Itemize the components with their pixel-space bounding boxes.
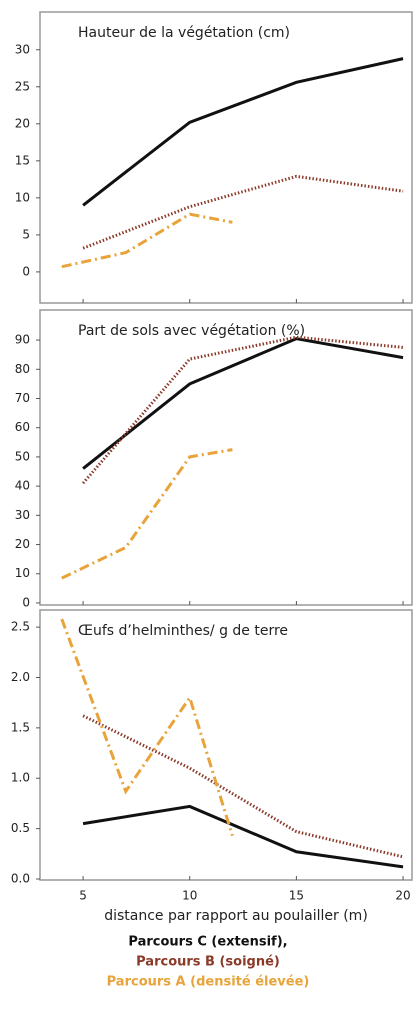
y-tick-label: 25 bbox=[15, 79, 30, 93]
panel-frame bbox=[39, 309, 413, 606]
y-tick-label: 5 bbox=[22, 227, 30, 241]
x-tick-label: 10 bbox=[182, 889, 197, 903]
panel-title: Œufs d’helminthes/ g de terre bbox=[78, 623, 288, 639]
y-tick-label: 2.0 bbox=[11, 670, 30, 684]
panel-title: Hauteur de la végétation (cm) bbox=[78, 25, 290, 41]
series-line bbox=[82, 337, 404, 470]
series-line bbox=[82, 57, 404, 207]
y-tick-label: 10 bbox=[15, 190, 30, 204]
y-tick-label: 0.5 bbox=[11, 821, 30, 835]
legend-entry: Parcours A (densité élevée) bbox=[107, 975, 310, 990]
y-tick-label: 1.5 bbox=[11, 720, 30, 734]
series-line bbox=[61, 448, 233, 580]
y-tick-label: 2.5 bbox=[11, 620, 30, 634]
y-tick-label: 50 bbox=[15, 449, 30, 463]
y-tick-label: 30 bbox=[15, 508, 30, 522]
series-line bbox=[82, 804, 404, 869]
y-tick-label: 60 bbox=[15, 420, 30, 434]
series-line bbox=[61, 212, 233, 269]
y-tick-label: 0 bbox=[22, 264, 30, 278]
panel-frame bbox=[39, 609, 413, 881]
y-tick-label: 40 bbox=[15, 479, 30, 493]
series-line bbox=[60, 618, 234, 837]
x-tick-label: 5 bbox=[79, 889, 87, 903]
panel-frame bbox=[39, 11, 413, 304]
panel-title: Part de sols avec végétation (%) bbox=[78, 323, 305, 339]
y-tick-label: 90 bbox=[15, 333, 30, 347]
y-tick-label: 20 bbox=[15, 537, 30, 551]
y-tick-label: 0.0 bbox=[11, 871, 30, 885]
series-line bbox=[81, 335, 404, 485]
y-tick-label: 80 bbox=[15, 362, 30, 376]
legend-entry: Parcours B (soigné) bbox=[136, 955, 280, 970]
y-tick-label: 1.0 bbox=[11, 771, 30, 785]
y-tick-label: 70 bbox=[15, 391, 30, 405]
legend-entry: Parcours C (extensif), bbox=[128, 935, 287, 950]
y-tick-label: 20 bbox=[15, 116, 30, 130]
y-tick-label: 30 bbox=[15, 42, 30, 56]
x-tick-label: 20 bbox=[395, 889, 410, 903]
series-line bbox=[82, 174, 404, 250]
series-line bbox=[82, 714, 404, 859]
x-axis-label: distance par rapport au poulailler (m) bbox=[104, 908, 368, 924]
y-tick-label: 15 bbox=[15, 153, 30, 167]
y-tick-label: 0 bbox=[22, 595, 30, 609]
y-tick-label: 10 bbox=[15, 566, 30, 580]
x-tick-label: 15 bbox=[289, 889, 304, 903]
